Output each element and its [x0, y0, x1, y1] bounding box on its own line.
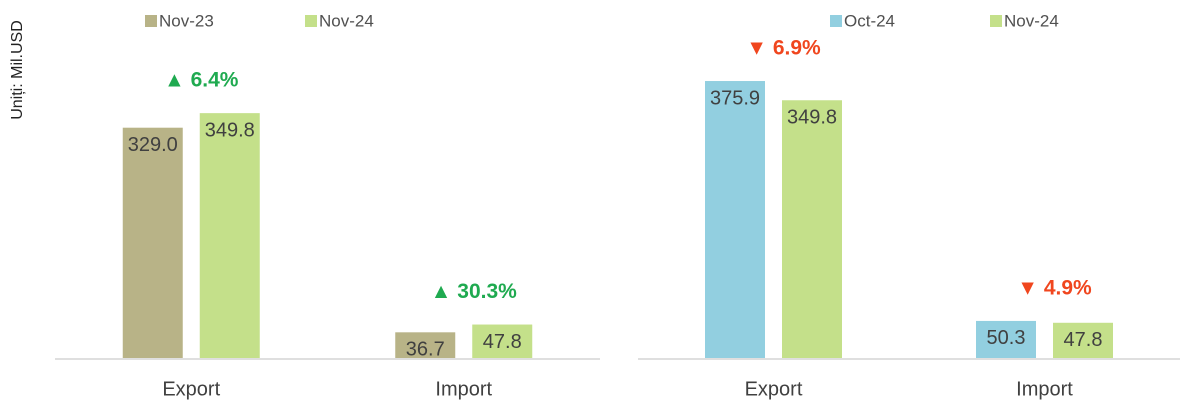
legend-swatch — [990, 15, 1002, 27]
value-label: 375.9 — [710, 87, 760, 109]
bar — [976, 320, 1036, 358]
annotation: ▲ 30.3% — [431, 280, 517, 303]
bar — [705, 81, 765, 358]
bar — [199, 113, 260, 358]
annotation: ▼ 4.9% — [1017, 276, 1092, 299]
bar — [472, 324, 533, 358]
value-label: 47.8 — [483, 331, 522, 353]
legend-swatch — [830, 15, 842, 27]
legend-label: Nov-24 — [319, 11, 374, 30]
bar — [1053, 322, 1113, 358]
bar — [395, 332, 456, 358]
legend-label: Nov-24 — [1004, 11, 1059, 30]
annotation: ▲ 6.4% — [164, 69, 239, 92]
value-label: 50.3 — [987, 327, 1026, 349]
x-tick-label: Import — [435, 378, 492, 400]
x-tick-label: Export — [745, 378, 803, 400]
value-label: 36.7 — [406, 339, 445, 361]
legend-swatch — [145, 15, 157, 27]
value-label: 349.8 — [205, 119, 255, 141]
legend-label: Oct-24 — [844, 11, 895, 30]
value-label: 47.8 — [1064, 329, 1103, 351]
legend-label: Nov-23 — [159, 11, 214, 30]
x-tick-label: Export — [162, 378, 220, 400]
bar — [782, 100, 842, 359]
y-axis-label: Uniți: Mil.USD — [9, 20, 26, 120]
annotation: ▼ 6.9% — [746, 37, 821, 60]
value-label: 329.0 — [128, 134, 178, 156]
x-tick-label: Import — [1016, 378, 1073, 400]
bar — [122, 127, 183, 358]
value-label: 349.8 — [787, 107, 837, 129]
legend-swatch — [305, 15, 317, 27]
